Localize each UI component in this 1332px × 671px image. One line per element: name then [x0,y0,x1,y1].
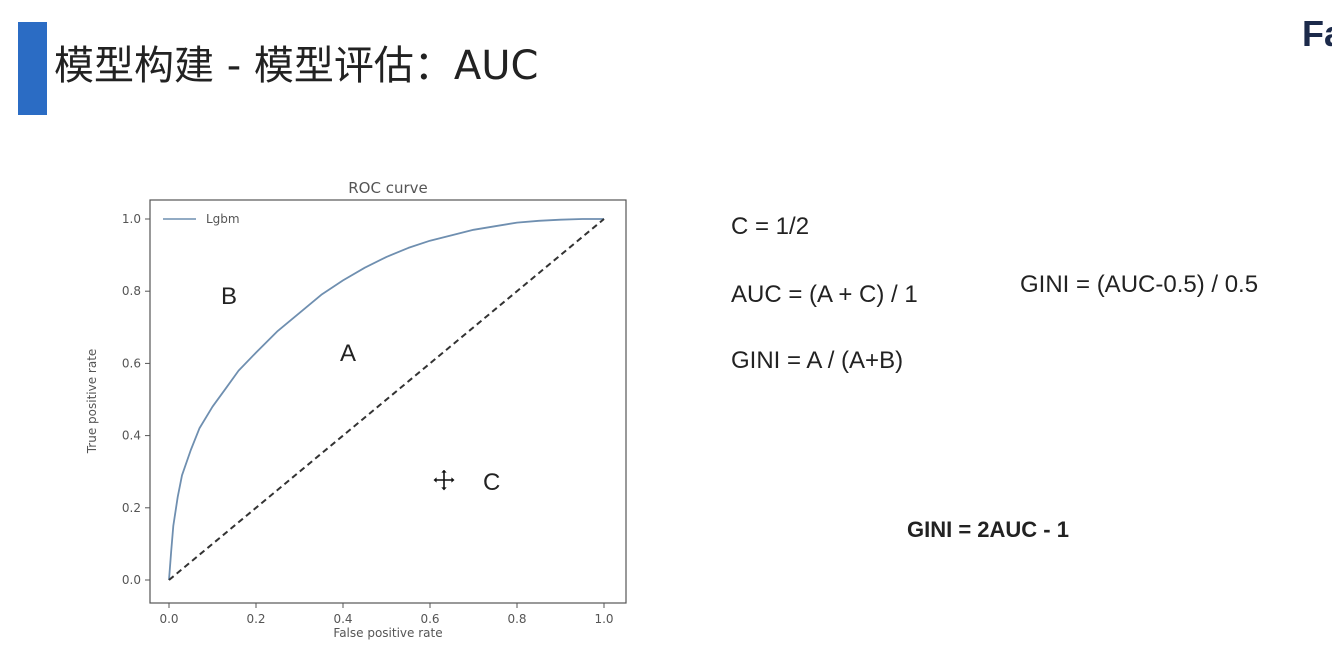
title-accent-bar [18,22,47,115]
chart-ticks: 0.0 0.2 0.4 0.6 0.8 1.0 0.0 0.2 0.4 0.6 0.8 1.0 [122,212,614,626]
y-tick-label-2: 0.4 [122,429,141,443]
chart-y-axis-label: True positive rate [85,349,99,455]
chart-title: ROC curve [348,179,428,197]
slide-title: 模型构建 - 模型评估：AUC [54,43,539,89]
x-tick-label-2: 0.4 [333,612,352,626]
formula-gini-simplified: GINI = 2AUC - 1 [907,517,1069,542]
brand-logo: Fa [1302,13,1332,54]
formula-gini-area: GINI = A / (A+B) [731,347,904,374]
y-tick-label-1: 0.2 [122,501,141,515]
legend-label-lgbm: Lgbm [206,212,240,226]
roc-chart: ROC curve False positive rate True posit… [85,179,627,640]
y-tick-label-0: 0.0 [122,573,141,587]
y-tick-label-3: 0.6 [122,356,141,370]
x-tick-label-4: 0.8 [507,612,526,626]
region-label-a: A [340,340,357,367]
chart-axes-frame [149,199,627,604]
region-label-c: C [483,469,501,496]
y-tick-label-4: 0.8 [122,284,141,298]
chart-x-axis-label: False positive rate [333,626,442,640]
formula-c-definition: C = 1/2 [731,213,810,240]
series-line-random-baseline [168,218,605,581]
y-tick-label-5: 1.0 [122,212,141,226]
formula-auc-definition: AUC = (A + C) / 1 [731,281,918,308]
x-tick-label-1: 0.2 [246,612,265,626]
formula-gini-from-auc: GINI = (AUC-0.5) / 0.5 [1020,271,1259,298]
series-line-lgbm [168,218,604,581]
move-cursor-icon [432,468,456,492]
x-tick-label-3: 0.6 [420,612,439,626]
x-tick-label-0: 0.0 [159,612,178,626]
chart-series [168,218,605,581]
chart-legend: Lgbm [163,212,240,226]
x-tick-label-5: 1.0 [594,612,613,626]
region-label-b: B [221,283,238,310]
